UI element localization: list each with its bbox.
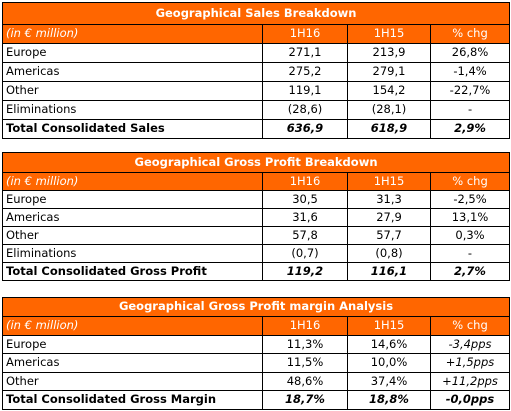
cell: Europe [2,334,263,355]
cell: 57,8 [262,226,348,245]
cell: Other [2,226,263,245]
cell: % chg [429,24,511,44]
cell: -0,0pps [430,390,510,410]
cell: 37,4% [347,371,431,392]
cell: 279,1 [347,62,431,82]
cell: Eliminations [2,244,263,263]
title-row: Geographical Gross Profit margin Analysi… [2,297,510,317]
total-row: Total Consolidated Gross Margin 18,7% 18,8… [2,390,510,410]
cell: (in € million) [2,316,263,336]
cell: Americas [2,353,263,373]
cell: Europe [2,43,263,63]
cell: Eliminations [2,100,263,120]
cell: 636,9 [262,119,348,139]
cell: (0,7) [262,244,348,263]
cell: 1H16 [262,316,348,336]
cell: Total Consolidated Gross Profit [2,262,263,281]
cell: 119,2 [262,262,348,281]
cell: Other [2,371,263,392]
data-row: Europe 30,5 31,3 -2,5% [2,190,511,209]
cell: 2,9% [429,119,511,139]
cell: (28,6) [262,100,348,120]
cell: -3,4pps [430,334,510,355]
cell: (28,1) [347,100,431,120]
data-table: Geographical Gross Profit margin Analysi… [2,297,510,410]
cell: 31,6 [262,208,348,227]
cell: +1,5pps [430,353,510,373]
cell: 27,9 [347,208,431,227]
cell: % chg [430,316,510,336]
data-table: Geographical Sales Breakdown (in € millio… [1,2,511,139]
total-row: Total Consolidated Gross Profit 119,2 116,… [2,262,511,281]
data-row: Americas 11,5% 10,0% +1,5pps [2,353,510,373]
cell: 2,7% [429,262,511,281]
cell: 18,8% [347,390,431,410]
cell: -2,5% [429,190,511,209]
cell: 10,0% [347,353,431,373]
cell: - [429,100,511,120]
data-row: Americas 31,6 27,9 13,1% [2,208,511,227]
title-row: Geographical Gross Profit Breakdown [1,152,511,173]
table-body: Geographical Gross Profit margin Analysi… [2,297,510,410]
cell: Europe [2,190,263,209]
total-row: Total Consolidated Sales 636,9 618,9 2,9% [2,119,511,139]
cell: 116,1 [347,262,431,281]
header-row: (in € million) 1H16 1H15% chg [2,24,511,44]
cell: Americas [2,62,263,82]
cell: 1H15 [347,316,431,336]
cell: 1H16 [262,172,348,191]
table-body: Geographical Gross Profit Breakdown (in €… [1,152,511,281]
cell: 0,3% [429,226,511,245]
cell: Other [2,81,263,101]
cell: 57,7 [347,226,431,245]
data-row: Other 48,6% 37,4% +11,2pps [2,371,510,392]
cell: Geographical Gross Profit margin Analysi… [2,297,510,317]
cell: Americas [2,208,263,227]
title-row: Geographical Sales Breakdown [1,2,511,25]
cell: 1H15 [347,172,431,191]
data-row: Europe 271,1 213,9 26,8% [2,43,511,63]
cell: Geographical Gross Profit Breakdown [1,152,511,173]
cell: 31,3 [347,190,431,209]
cell: 48,6% [262,371,348,392]
cell: 14,6% [347,334,431,355]
cell: Total Consolidated Sales [2,119,263,139]
header-row: (in € million) 1H16 1H15% chg [2,172,511,191]
cell: 26,8% [429,43,511,63]
cell: 30,5 [262,190,348,209]
cell: 154,2 [347,81,431,101]
cell: Geographical Sales Breakdown [1,2,511,25]
cell: 119,1 [262,81,348,101]
cell: 213,9 [347,43,431,63]
cell: (0,8) [347,244,431,263]
data-table: Geographical Gross Profit Breakdown (in €… [1,152,511,281]
header-row: (in € million) 1H16 1H15% chg [2,316,510,336]
cell: 11,5% [262,353,348,373]
cell: -22,7% [429,81,511,101]
cell: % chg [429,172,511,191]
data-row: Other 119,1 154,2 -22,7% [2,81,511,101]
cell: - [429,244,511,263]
table-body: Geographical Sales Breakdown (in € millio… [1,2,511,139]
cell: 1H16 [262,24,348,44]
cell: 618,9 [347,119,431,139]
cell: 1H15 [347,24,431,44]
cell: 18,7% [262,390,348,410]
cell: (in € million) [2,172,263,191]
data-row: Eliminations (28,6) (28,1) - [2,100,511,120]
cell: Total Consolidated Gross Margin [2,390,263,410]
cell: 271,1 [262,43,348,63]
data-row: Americas 275,2 279,1 -1,4% [2,62,511,82]
data-row: Europe 11,3% 14,6% -3,4pps [2,334,510,355]
data-row: Other 57,8 57,7 0,3% [2,226,511,245]
cell: 11,3% [262,334,348,355]
cell: 275,2 [262,62,348,82]
cell: 13,1% [429,208,511,227]
cell: -1,4% [429,62,511,82]
data-row: Eliminations (0,7) (0,8) - [2,244,511,263]
cell: (in € million) [2,24,263,44]
cell: +11,2pps [430,371,510,392]
